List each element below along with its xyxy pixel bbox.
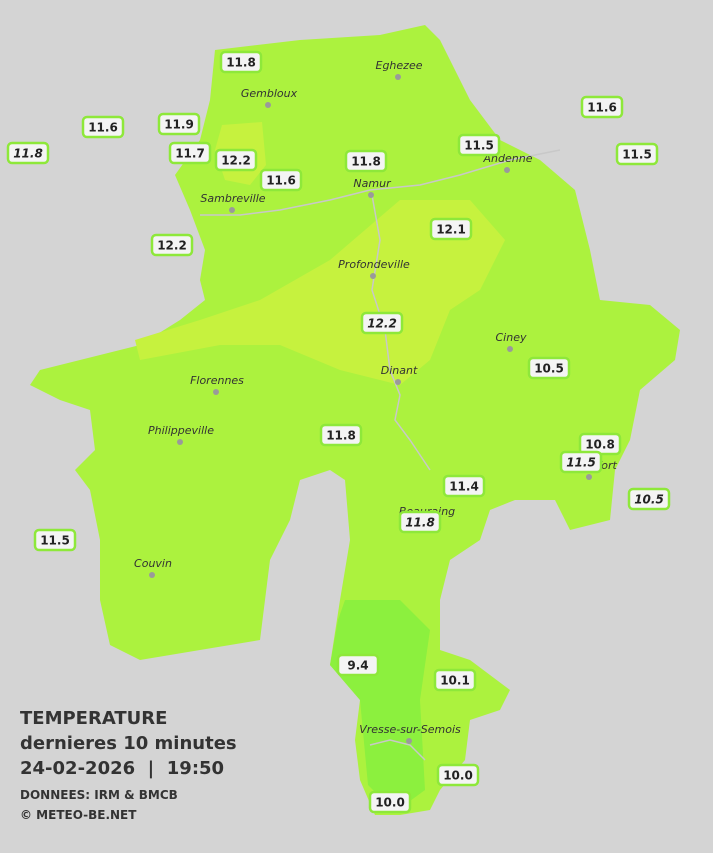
station-box (527, 356, 571, 380)
town-label: Profondeville (338, 258, 410, 271)
station-value: 10.0 (375, 796, 405, 810)
station-box (81, 115, 125, 139)
station-box (150, 233, 194, 257)
station-value: 12.2 (157, 239, 187, 253)
station-box (33, 528, 77, 552)
town-dot (395, 74, 401, 80)
station-box (433, 668, 477, 692)
station-box (6, 141, 50, 165)
town-dot (395, 379, 401, 385)
warm-zone (135, 200, 505, 385)
station-value: 11.8 (13, 147, 43, 161)
station-value: 11.7 (175, 147, 205, 161)
station-box (360, 311, 404, 335)
cool-zone (330, 600, 430, 812)
station-box (168, 141, 212, 165)
legend-source: DONNEES: IRM & BMCB (20, 788, 178, 802)
town-label: Namur (353, 177, 392, 190)
station-value: 11.6 (88, 121, 118, 135)
legend-copyright: © METEO-BE.NET (20, 808, 137, 822)
station-value: 11.5 (622, 148, 652, 162)
river (200, 149, 561, 216)
station-value: 12.2 (367, 317, 397, 331)
station-box (157, 112, 201, 136)
station-box (368, 790, 412, 814)
station-box (398, 510, 442, 534)
station-value: 11.5 (566, 456, 596, 470)
town-dot (229, 207, 235, 213)
town-dot (213, 389, 219, 395)
town-dot (504, 167, 510, 173)
station-value: 10.5 (534, 362, 564, 376)
station-box (627, 487, 671, 511)
station-box (319, 423, 363, 447)
station-value: 11.5 (464, 139, 494, 153)
legend-subtitle: dernieres 10 minutes (20, 733, 237, 754)
station-value: 11.8 (351, 155, 381, 169)
legend-datetime: 24-02-2026 | 19:50 (20, 758, 224, 779)
town-label: Ciney (496, 331, 527, 344)
station-value: 9.4 (347, 659, 368, 673)
town-dot (507, 346, 513, 352)
legend-title: TEMPERATURE (20, 708, 167, 729)
station-box (219, 50, 263, 74)
station-value: 11.6 (587, 101, 617, 115)
town-label: Couvin (134, 557, 172, 570)
station-value: 11.8 (326, 429, 356, 443)
town-label: Vresse-sur-Semois (359, 723, 461, 736)
town-dot (368, 192, 374, 198)
station-box (429, 217, 473, 241)
station-box (615, 142, 659, 166)
station-value: 10.1 (440, 674, 470, 688)
station-value: 10.0 (443, 769, 473, 783)
town-label: Eghezee (376, 59, 423, 72)
river (369, 739, 426, 761)
town-dot (586, 474, 592, 480)
station-value: 10.8 (585, 438, 615, 452)
station-box (457, 133, 501, 157)
station-value: 11.4 (449, 480, 479, 494)
station-value: 11.8 (226, 56, 256, 70)
station-value: 11.6 (266, 174, 296, 188)
station-value: 11.9 (164, 118, 194, 132)
town-dot (406, 738, 412, 744)
station-value: 12.2 (221, 154, 251, 168)
station-box (336, 653, 380, 677)
province (30, 25, 680, 815)
town-dot (370, 273, 376, 279)
town-dot (177, 439, 183, 445)
station-value: 11.8 (405, 516, 435, 530)
station-value: 10.5 (634, 493, 664, 507)
station-value: 11.5 (40, 534, 70, 548)
station-box (559, 450, 603, 474)
town-dot (265, 102, 271, 108)
town-dot (149, 572, 155, 578)
town-label: Philippeville (148, 424, 214, 437)
town-label: Florennes (190, 374, 244, 387)
station-box (214, 148, 258, 172)
river (371, 194, 431, 471)
station-box (436, 763, 480, 787)
town-label: Dinant (381, 364, 418, 377)
station-box (259, 168, 303, 192)
station-value: 12.1 (436, 223, 466, 237)
town-label: Gembloux (241, 87, 298, 100)
station-box (344, 149, 388, 173)
station-box (580, 95, 624, 119)
town-label: Sambreville (200, 192, 265, 205)
station-box (442, 474, 486, 498)
